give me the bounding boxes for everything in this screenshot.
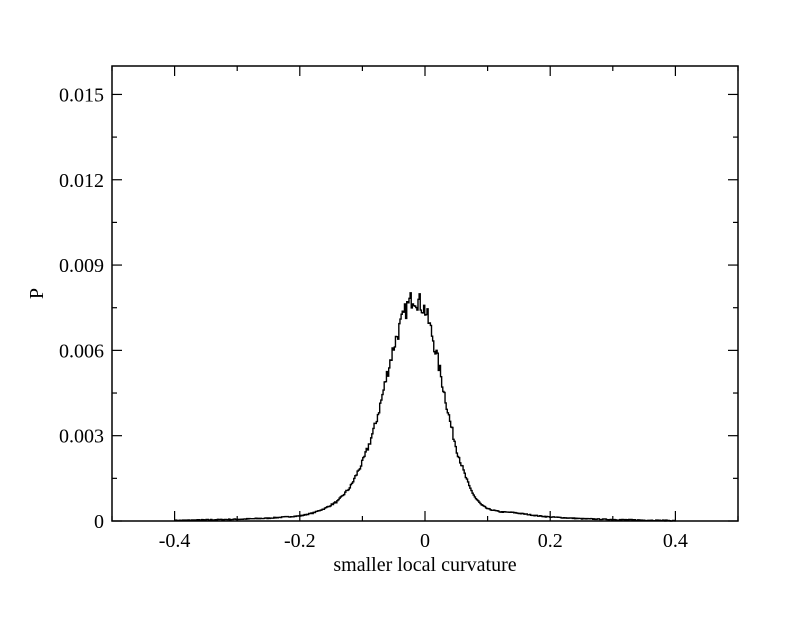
y-tick-label: 0.009 (59, 255, 104, 277)
x-tick-label: -0.2 (284, 530, 316, 552)
x-axis-label: smaller local curvature (333, 554, 516, 576)
y-tick-label: 0.012 (59, 170, 104, 192)
y-axis-label: P (26, 288, 48, 299)
x-tick-label: 0 (420, 530, 430, 552)
plot-frame (111, 65, 739, 522)
axis-ticks (111, 66, 739, 522)
y-tick-label: 0.015 (59, 84, 104, 106)
y-tick-label: 0.003 (59, 426, 104, 448)
series-line (174, 292, 677, 522)
y-tick-label: 0 (94, 511, 104, 533)
y-tick-label: 0.006 (59, 340, 104, 362)
x-tick-label: 0.4 (663, 530, 688, 552)
x-tick-label: 0.2 (538, 530, 563, 552)
series-layer (174, 292, 677, 522)
axis-tick-labels: -0.4 -0.2 0 0.2 0.4 0 0.003 0.006 0.009 0.012 0.01… (59, 84, 688, 552)
x-tick-label: -0.4 (159, 530, 191, 552)
